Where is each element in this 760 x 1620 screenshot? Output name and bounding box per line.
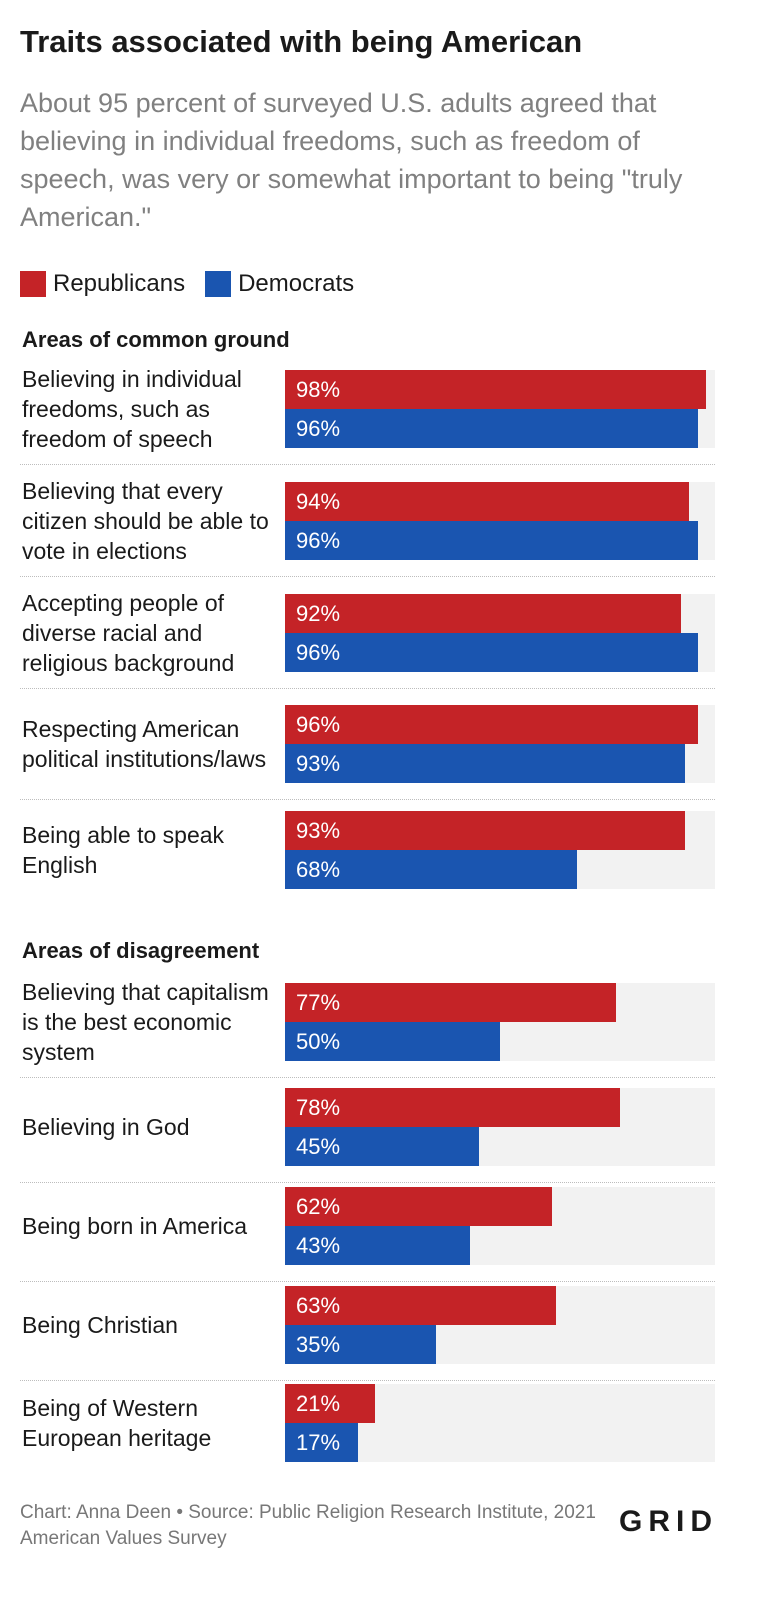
grid-logo: GRID: [619, 1505, 718, 1538]
bar-track: 96% 93%: [285, 705, 715, 783]
republican-value-label: 77%: [296, 990, 341, 1015]
republican-value-label: 21%: [296, 1391, 341, 1416]
bar-track: 94% 96%: [285, 482, 715, 560]
republican-value-label: 92%: [296, 601, 341, 626]
republican-value-label: 63%: [296, 1293, 341, 1318]
bar-track: 93% 68%: [285, 811, 715, 889]
democrat-bar: 35%: [285, 1325, 436, 1364]
republican-bar: 21%: [285, 1384, 375, 1423]
republican-value-label: 78%: [296, 1095, 341, 1120]
legend-label-democrats: Democrats: [238, 270, 355, 297]
republican-bar: 63%: [285, 1286, 556, 1325]
democrat-bar: 68%: [285, 850, 577, 889]
category-label: Being able to speak English: [22, 822, 225, 878]
democrat-bar: 50%: [285, 1022, 500, 1061]
republican-value-label: 96%: [296, 712, 341, 737]
category-label: Believing in individual freedoms, such a…: [22, 366, 242, 452]
category-label: Accepting people of diverse racial and r…: [22, 590, 235, 676]
republican-bar: 96%: [285, 705, 698, 744]
bar-track: 21% 17%: [285, 1384, 715, 1462]
republican-value-label: 93%: [296, 818, 341, 843]
republican-bar: 93%: [285, 811, 685, 850]
category-label: Being born in America: [22, 1213, 248, 1239]
chart-row: Respecting American political institutio…: [20, 705, 715, 783]
chart-row: Being able to speak English 93% 68%: [20, 811, 715, 889]
democrat-value-label: 96%: [296, 640, 341, 665]
legend-item-democrats: Democrats: [205, 270, 354, 298]
democrat-value-label: 93%: [296, 751, 341, 776]
bar-track: 92% 96%: [285, 594, 715, 672]
chart-row: Being born in America 62% 43%: [20, 1187, 715, 1265]
democrat-bar: 43%: [285, 1226, 470, 1265]
democrat-value-label: 50%: [296, 1029, 341, 1054]
row-divider: [20, 1182, 715, 1183]
democrat-value-label: 96%: [296, 416, 341, 441]
chart-row: Being Christian 63% 35%: [20, 1286, 715, 1364]
category-label: Being of Western European heritage: [22, 1395, 212, 1451]
row-divider: [20, 1380, 715, 1381]
republican-value-label: 94%: [296, 489, 341, 514]
chart-row: Believing that capitalism is the best ec…: [20, 979, 715, 1065]
legend-swatch-republicans: [20, 271, 46, 297]
bar-track: 62% 43%: [285, 1187, 715, 1265]
legend-swatch-democrats: [205, 271, 232, 297]
bar-track: 63% 35%: [285, 1286, 715, 1364]
chart-subtitle: About 95 percent of surveyed U.S. adults…: [20, 88, 683, 232]
democrat-bar: 96%: [285, 409, 698, 448]
democrat-value-label: 35%: [296, 1332, 341, 1357]
source-credit: Chart: Anna Deen • Source: Public Religi…: [20, 1502, 596, 1549]
category-label: Respecting American political institutio…: [22, 716, 267, 772]
republican-bar: 92%: [285, 594, 681, 633]
democrat-value-label: 45%: [296, 1134, 341, 1159]
row-divider: [20, 688, 715, 689]
legend-label-republicans: Republicans: [53, 270, 186, 297]
chart-row: Believing in God 78% 45%: [20, 1088, 715, 1166]
row-divider: [20, 1077, 715, 1078]
category-label: Believing that capitalism is the best ec…: [22, 979, 269, 1065]
chart-row: Being of Western European heritage 21% 17%: [20, 1384, 715, 1462]
democrat-value-label: 68%: [296, 857, 341, 882]
chart-row: Believing that every citizen should be a…: [20, 478, 715, 564]
category-label: Believing in God: [22, 1114, 190, 1140]
democrat-bar: 17%: [285, 1423, 358, 1462]
section-title: Areas of common ground: [22, 327, 290, 352]
chart-title: Traits associated with being American: [20, 24, 583, 59]
chart-row: Believing in individual freedoms, such a…: [20, 366, 715, 452]
category-label: Believing that every citizen should be a…: [22, 478, 269, 564]
bar-track: 98% 96%: [285, 370, 715, 448]
republican-bar: 78%: [285, 1088, 620, 1127]
legend-item-republicans: Republicans: [20, 270, 185, 298]
democrat-bar: 96%: [285, 521, 698, 560]
democrat-bar: 45%: [285, 1127, 479, 1166]
democrat-bar: 96%: [285, 633, 698, 672]
republican-value-label: 62%: [296, 1194, 341, 1219]
republican-value-label: 98%: [296, 377, 341, 402]
row-divider: [20, 464, 715, 465]
democrat-value-label: 17%: [296, 1430, 341, 1455]
republican-bar: 94%: [285, 482, 689, 521]
republican-bar: 77%: [285, 983, 616, 1022]
bar-track: 77% 50%: [285, 983, 715, 1061]
republican-bar: 62%: [285, 1187, 552, 1226]
row-divider: [20, 799, 715, 800]
republican-bar: 98%: [285, 370, 706, 409]
legend: Republicans Democrats: [20, 270, 374, 298]
category-label: Being Christian: [22, 1312, 178, 1338]
democrat-value-label: 43%: [296, 1233, 341, 1258]
bar-track: 78% 45%: [285, 1088, 715, 1166]
democrat-bar: 93%: [285, 744, 685, 783]
chart-row: Accepting people of diverse racial and r…: [20, 590, 715, 676]
row-divider: [20, 1281, 715, 1282]
row-divider: [20, 576, 715, 577]
democrat-value-label: 96%: [296, 528, 341, 553]
section-title: Areas of disagreement: [22, 938, 260, 963]
